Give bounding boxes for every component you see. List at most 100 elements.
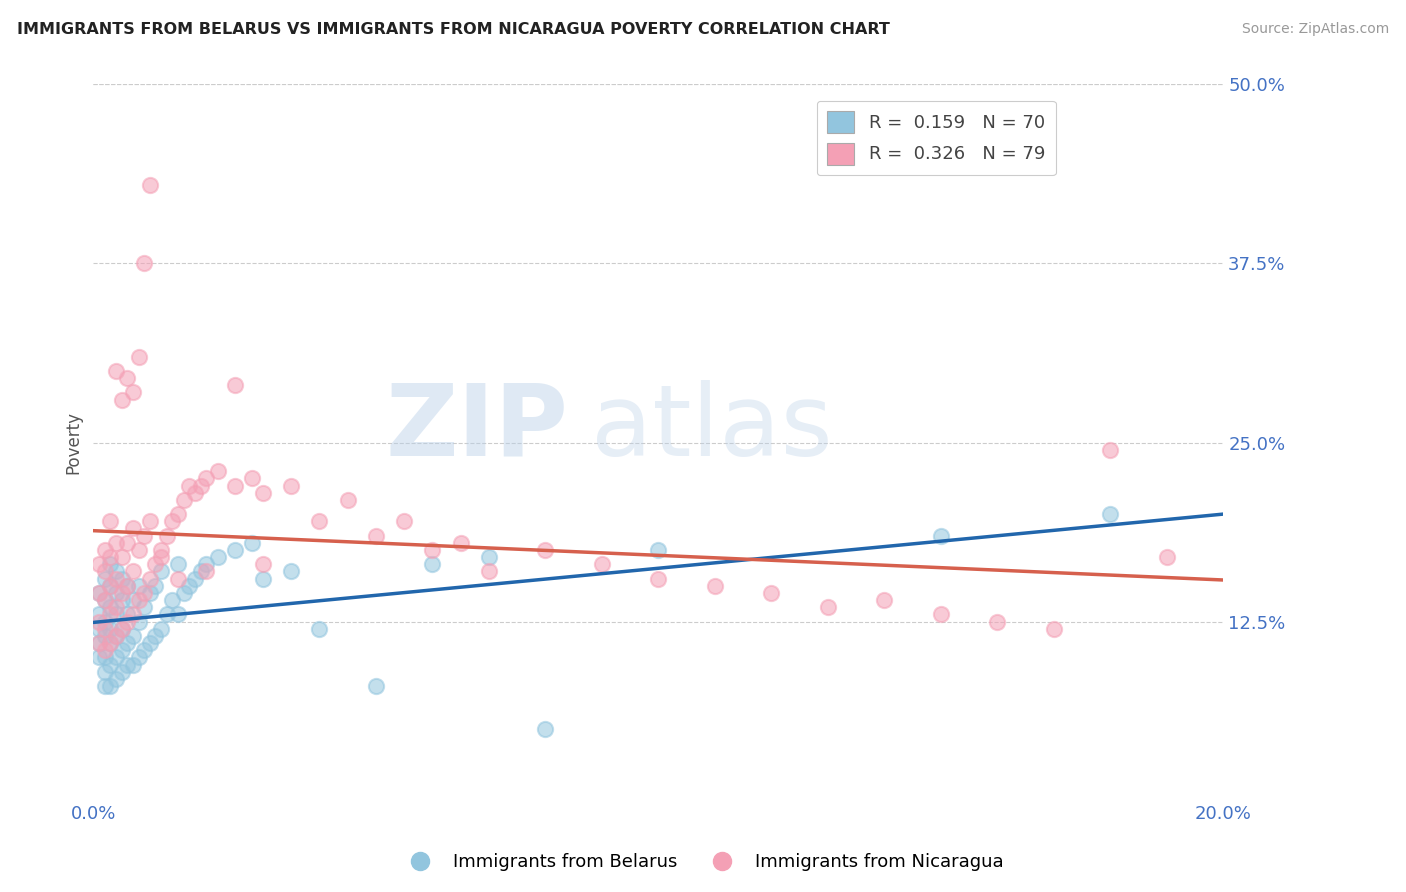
Point — [139, 572, 162, 586]
Point — [87, 615, 110, 629]
Point — [195, 558, 218, 572]
Point — [128, 350, 150, 364]
Point — [280, 565, 302, 579]
Text: IMMIGRANTS FROM BELARUS VS IMMIGRANTS FROM NICARAGUA POVERTY CORRELATION CHART: IMMIGRANTS FROM BELARUS VS IMMIGRANTS FR… — [17, 22, 890, 37]
Point — [156, 528, 179, 542]
Point — [392, 514, 415, 528]
Point — [364, 528, 387, 542]
Point — [104, 607, 127, 622]
Point — [104, 650, 127, 665]
Point — [1099, 442, 1122, 457]
Point — [420, 558, 443, 572]
Point — [98, 600, 121, 615]
Point — [134, 528, 156, 542]
Point — [122, 593, 145, 607]
Point — [87, 622, 110, 636]
Point — [195, 565, 218, 579]
Text: Source: ZipAtlas.com: Source: ZipAtlas.com — [1241, 22, 1389, 37]
Point — [184, 485, 207, 500]
Point — [420, 543, 443, 558]
Point — [280, 478, 302, 492]
Point — [207, 550, 229, 565]
Point — [122, 657, 145, 672]
Point — [104, 600, 127, 615]
Point — [252, 572, 274, 586]
Point — [110, 550, 132, 565]
Point — [93, 679, 115, 693]
Point — [195, 471, 218, 485]
Point — [110, 622, 132, 636]
Point — [104, 536, 127, 550]
Point — [156, 607, 179, 622]
Point — [252, 558, 274, 572]
Point — [128, 650, 150, 665]
Point — [929, 528, 952, 542]
Point — [190, 565, 212, 579]
Point — [122, 565, 145, 579]
Point — [647, 543, 669, 558]
Point — [150, 543, 173, 558]
Point — [115, 536, 138, 550]
Point — [134, 586, 156, 600]
Point — [929, 607, 952, 622]
Point — [128, 593, 150, 607]
Point — [139, 514, 162, 528]
Point — [647, 572, 669, 586]
Y-axis label: Poverty: Poverty — [65, 411, 82, 474]
Point — [150, 565, 173, 579]
Point — [93, 643, 115, 657]
Point — [93, 629, 115, 643]
Point — [139, 178, 162, 192]
Point — [128, 543, 150, 558]
Point — [761, 586, 783, 600]
Point — [98, 550, 121, 565]
Point — [115, 371, 138, 385]
Point — [110, 586, 132, 600]
Point — [534, 722, 557, 736]
Point — [98, 558, 121, 572]
Point — [1156, 550, 1178, 565]
Legend: R =  0.159   N = 70, R =  0.326   N = 79: R = 0.159 N = 70, R = 0.326 N = 79 — [817, 101, 1056, 176]
Point — [703, 579, 725, 593]
Point — [93, 572, 115, 586]
Point — [110, 665, 132, 679]
Point — [173, 492, 195, 507]
Point — [162, 514, 184, 528]
Point — [167, 558, 190, 572]
Point — [98, 636, 121, 650]
Point — [93, 593, 115, 607]
Point — [207, 464, 229, 478]
Point — [179, 579, 201, 593]
Point — [93, 543, 115, 558]
Point — [87, 636, 110, 650]
Point — [167, 607, 190, 622]
Point — [104, 364, 127, 378]
Point — [240, 536, 263, 550]
Point — [190, 478, 212, 492]
Point — [817, 600, 839, 615]
Point — [104, 565, 127, 579]
Point — [184, 572, 207, 586]
Point — [478, 550, 501, 565]
Point — [240, 471, 263, 485]
Point — [110, 643, 132, 657]
Point — [87, 586, 110, 600]
Point — [98, 514, 121, 528]
Point — [224, 543, 246, 558]
Point — [110, 622, 132, 636]
Point — [179, 478, 201, 492]
Point — [98, 657, 121, 672]
Point — [87, 636, 110, 650]
Point — [173, 586, 195, 600]
Point — [134, 256, 156, 270]
Point — [1043, 622, 1066, 636]
Point — [308, 514, 330, 528]
Point — [134, 600, 156, 615]
Point — [98, 636, 121, 650]
Point — [450, 536, 472, 550]
Text: atlas: atlas — [591, 380, 832, 476]
Point — [122, 629, 145, 643]
Point — [534, 543, 557, 558]
Point — [115, 579, 138, 593]
Point — [122, 521, 145, 535]
